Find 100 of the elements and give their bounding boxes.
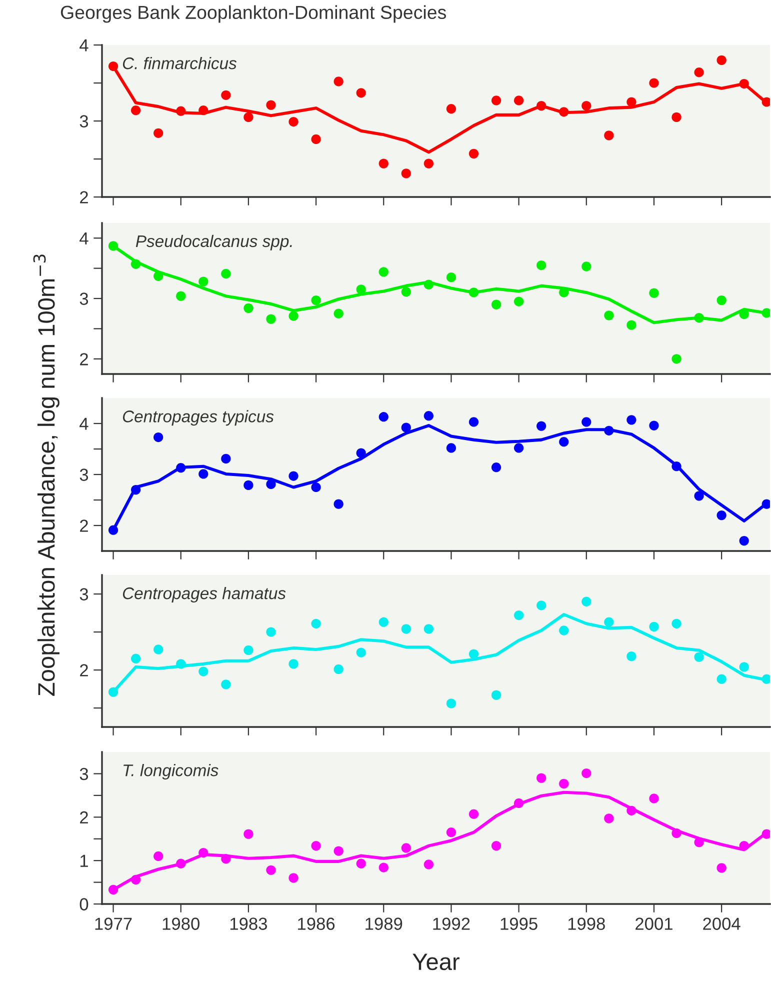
point [198,469,208,479]
point [739,840,749,851]
point [176,106,186,116]
point [356,858,366,868]
point [604,310,614,320]
point [491,840,502,851]
point [334,499,344,509]
y-tick-label: 1 [80,854,88,867]
point [311,618,321,628]
point [626,97,636,107]
point [694,491,704,501]
point [672,462,682,472]
point [424,158,434,168]
y-tick-label: 3 [80,768,88,780]
point [649,622,659,632]
point [424,280,434,290]
point [401,422,411,432]
point [378,412,388,422]
point [716,296,726,306]
x-tick-label: 2001 [636,918,672,930]
point [649,420,659,430]
point [356,284,366,294]
series-label: C. finmarchicus [122,56,237,70]
point [266,627,276,637]
point [334,76,344,86]
y-tick-label: 2 [80,811,88,824]
y-tick-label: 4 [80,39,88,52]
point [514,798,524,808]
point [762,97,770,107]
point [762,308,770,318]
point [716,510,726,520]
point [244,645,254,656]
point [559,778,569,789]
point [154,271,164,281]
point [649,78,659,88]
point [130,259,141,269]
point [491,690,502,700]
point [672,618,682,628]
point [108,884,118,894]
point [288,311,298,321]
point [446,272,456,282]
point [198,666,208,676]
point [244,829,254,839]
point [559,107,569,117]
point [468,809,479,819]
point [672,828,682,838]
point [130,106,141,116]
point [424,624,434,634]
point [401,168,411,178]
x-tick-label: 1998 [568,918,605,930]
point [514,443,524,453]
point [626,806,636,816]
point [468,148,479,158]
point [288,659,298,669]
point [401,843,411,853]
point [401,287,411,297]
point [604,426,614,436]
point [694,313,704,323]
point [401,624,411,634]
x-axis-title: Year [412,954,460,970]
x-tick-label: 1992 [433,918,470,930]
point [582,596,592,606]
point [378,267,388,277]
point [694,838,704,848]
point [491,300,502,310]
point [176,659,186,669]
point [198,848,208,858]
point [221,454,231,464]
point [672,112,682,122]
point [288,873,298,883]
point [311,482,321,492]
point [762,499,770,509]
point [130,654,141,664]
point [378,158,388,168]
y-tick-label: 3 [80,292,88,305]
point [266,479,276,489]
point [221,680,231,690]
point [468,417,479,427]
point [468,288,479,298]
point [739,536,749,546]
x-tick-label: 1986 [298,918,335,930]
point [582,768,592,778]
point [672,354,682,364]
point [694,652,704,662]
y-tick-label: 3 [80,588,88,600]
point [762,674,770,684]
point [649,794,659,804]
point [424,411,434,421]
point [154,128,164,138]
point [221,854,231,864]
point [716,863,726,873]
point [378,862,388,872]
point [626,320,636,330]
point [514,610,524,620]
chart-title: Georges Bank Zooplankton-Dominant Species [60,5,446,23]
point [266,314,276,324]
point [311,296,321,306]
point [536,600,546,610]
point [582,262,592,272]
x-tick-label: 1980 [162,918,200,930]
